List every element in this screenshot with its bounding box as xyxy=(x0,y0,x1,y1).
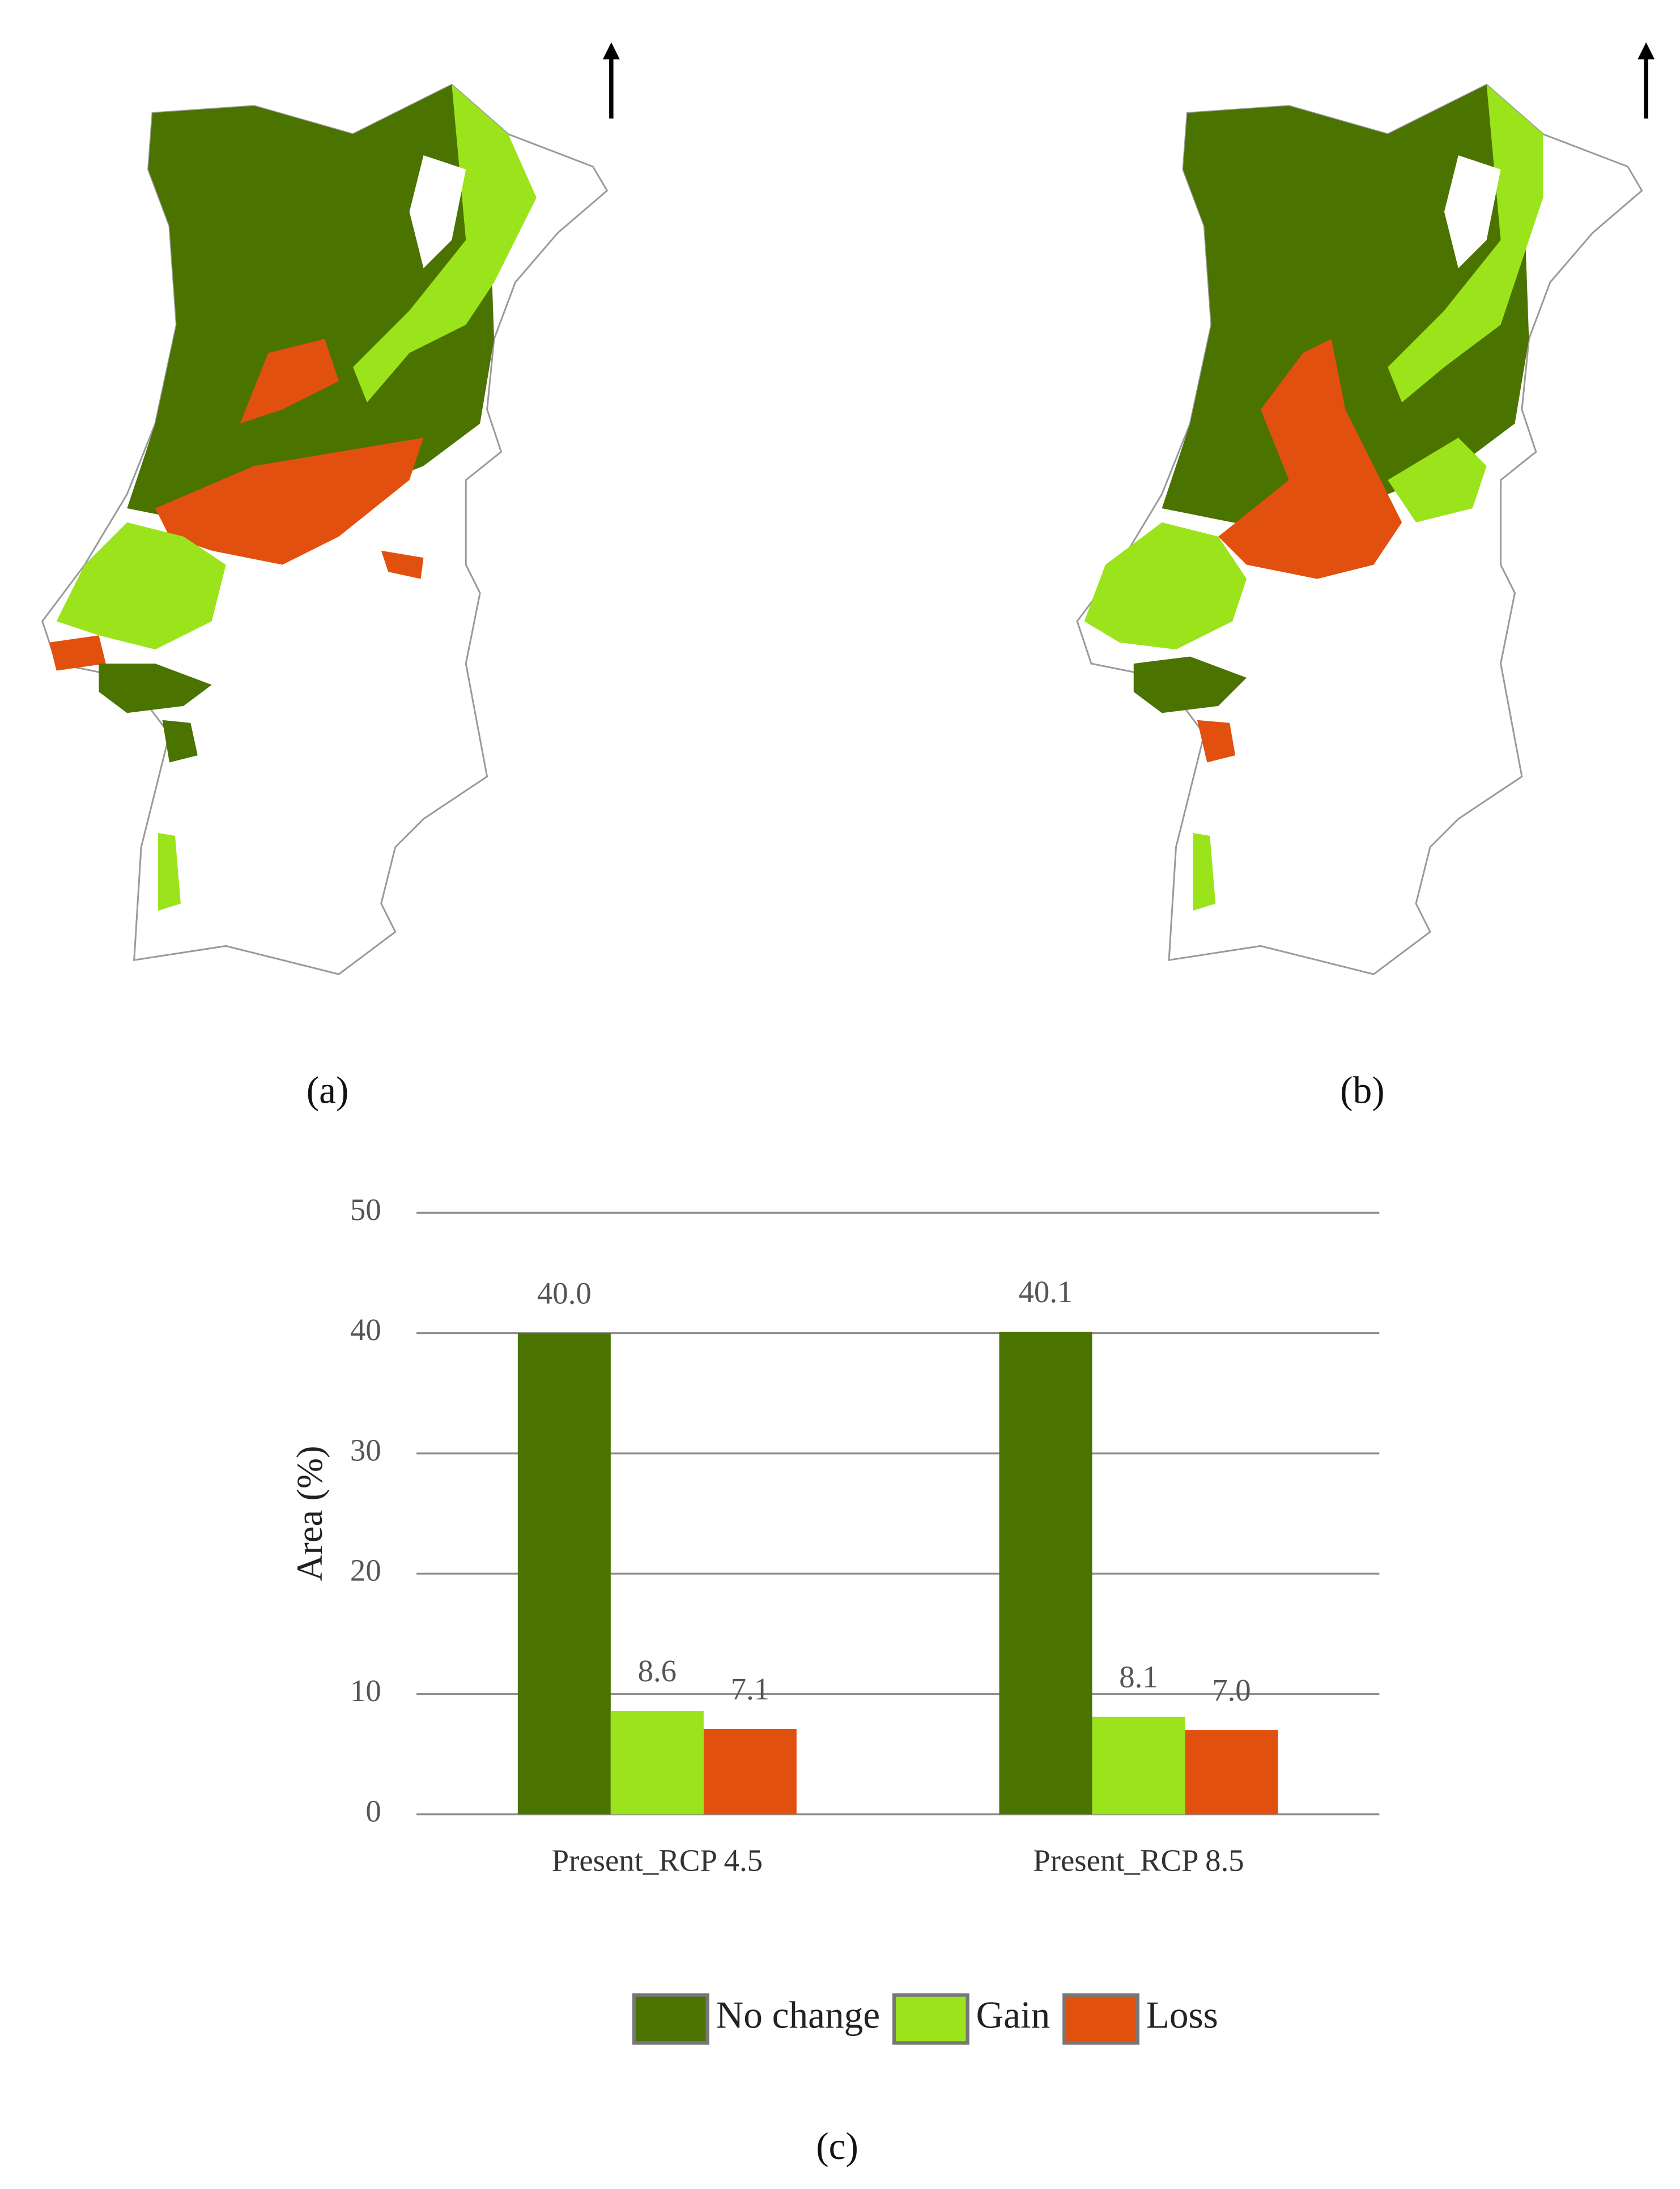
panel-label: (b) xyxy=(1340,1069,1384,1111)
value-label: 8.6 xyxy=(638,1654,677,1688)
value-label: 40.1 xyxy=(1019,1274,1073,1309)
bar xyxy=(517,1333,611,1814)
panel-label: (c) xyxy=(816,2125,858,2167)
map-a xyxy=(41,42,620,975)
y-tick-label: 10 xyxy=(350,1673,381,1708)
y-tick-label: 20 xyxy=(350,1553,381,1588)
value-label: 8.1 xyxy=(1119,1660,1158,1694)
value-label: 40.0 xyxy=(537,1276,592,1310)
legend-swatch xyxy=(892,1993,969,2045)
y-axis-label: Area (%) xyxy=(290,1446,330,1581)
legend-label: No change xyxy=(716,1994,881,2036)
y-tick-label: 50 xyxy=(350,1192,381,1227)
legend-swatch xyxy=(1062,1993,1139,2045)
panel-label: (a) xyxy=(307,1069,349,1111)
bar xyxy=(610,1711,704,1814)
bar xyxy=(703,1728,797,1814)
y-tick-label: 30 xyxy=(350,1433,381,1467)
value-label: 7.1 xyxy=(731,1672,770,1706)
y-tick-label: 0 xyxy=(365,1793,381,1828)
legend-label: Gain xyxy=(976,1994,1050,2036)
bar xyxy=(1185,1730,1278,1814)
bar xyxy=(999,1332,1092,1814)
y-tick-label: 40 xyxy=(350,1312,381,1347)
value-label: 7.0 xyxy=(1212,1673,1251,1707)
map-b xyxy=(1076,42,1655,975)
x-tick-label: Present_RCP 4.5 xyxy=(552,1843,763,1878)
x-tick-label: Present_RCP 8.5 xyxy=(1033,1843,1244,1878)
legend-label: Loss xyxy=(1146,1994,1218,2036)
bar xyxy=(1092,1716,1185,1814)
legend-swatch xyxy=(632,1993,709,2045)
